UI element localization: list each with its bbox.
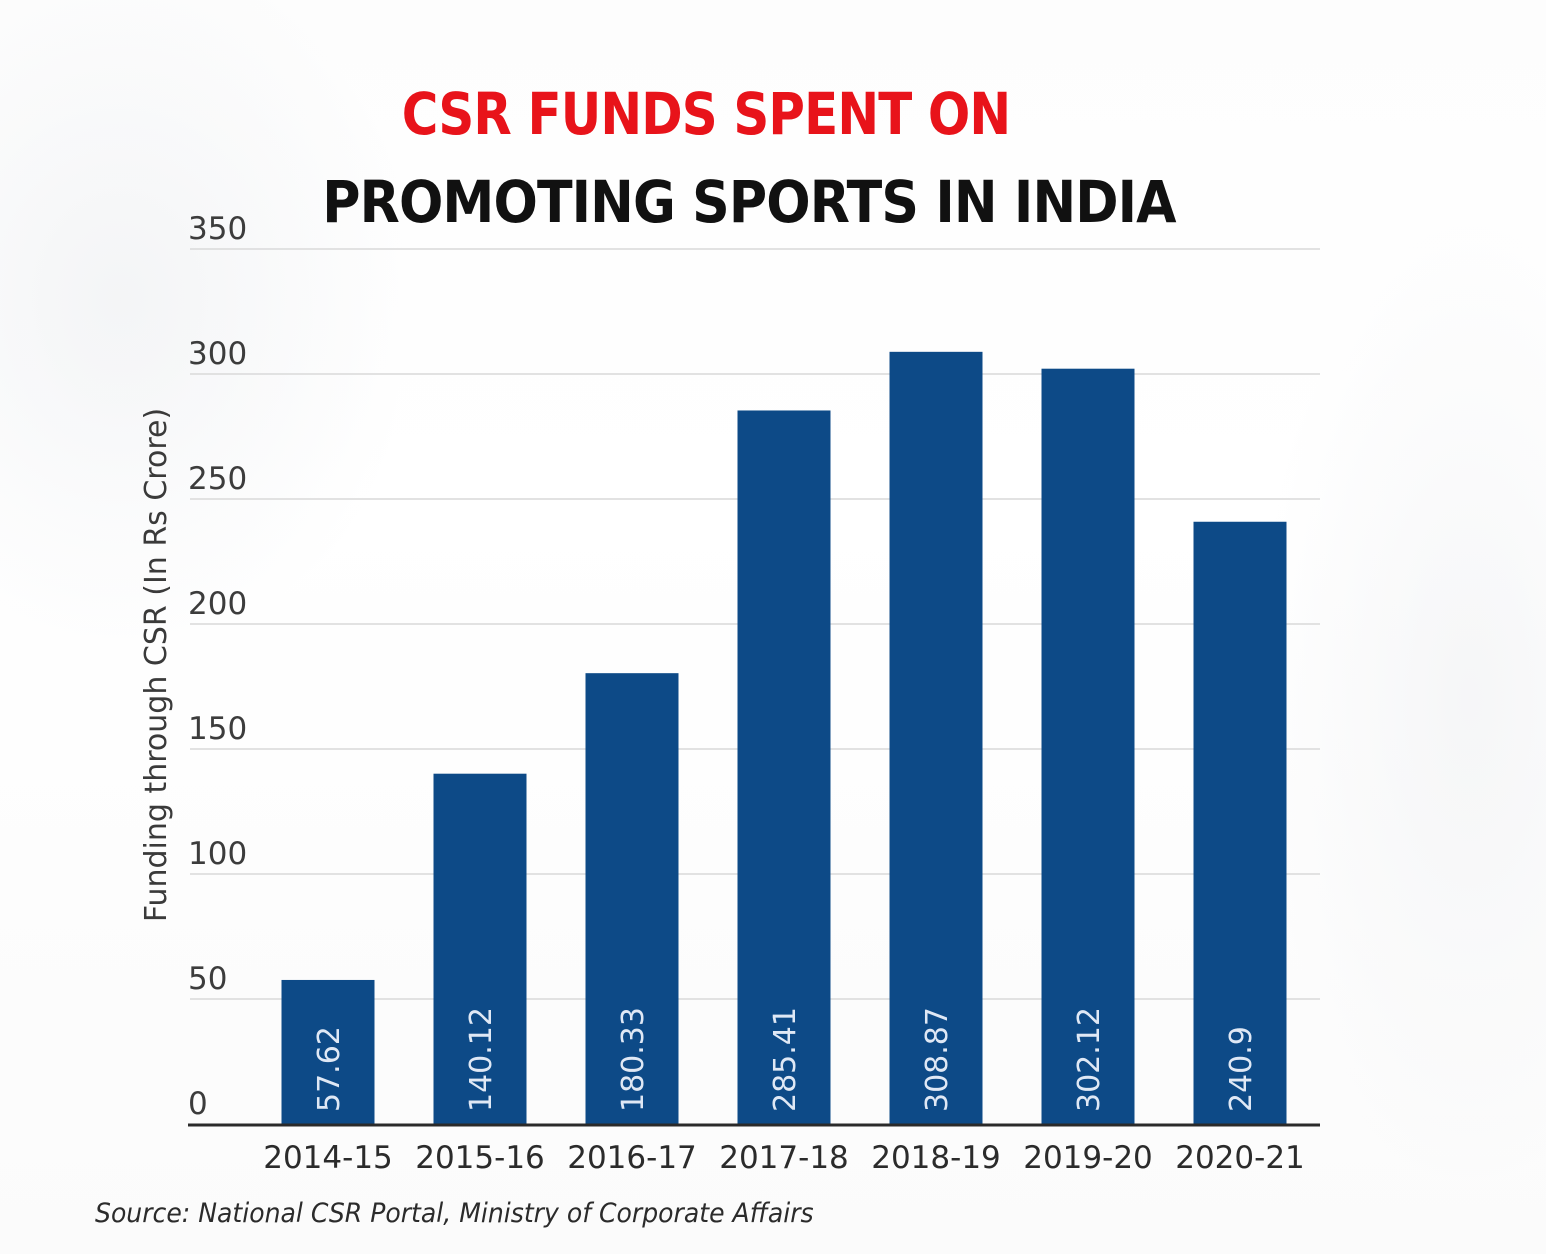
x-tick-label: 2018-19	[871, 1140, 1001, 1176]
y-tick-label: 100	[188, 836, 247, 872]
bar-value-label: 57.62	[312, 1026, 347, 1112]
y-tick-label: 300	[188, 336, 247, 372]
bar-value-labels: 57.62 140.12 180.33 285.41 308.87 302.12 240.9	[312, 1007, 1259, 1112]
bar	[281, 979, 375, 1124]
x-tick-label: 2015-16	[415, 1140, 545, 1176]
bar	[889, 351, 983, 1124]
bar-value-label: 285.41	[768, 1007, 803, 1112]
y-tick-label: 200	[188, 586, 247, 622]
bar-value-label: 140.12	[464, 1007, 499, 1112]
y-tick-label: 250	[188, 461, 247, 497]
chart-title-line-2: PROMOTING SPORTS IN INDIA	[322, 168, 1176, 236]
bar-value-label: 240.9	[1224, 1026, 1259, 1112]
chart-title-line-1: CSR FUNDS SPENT ON	[401, 80, 1011, 148]
y-tick-label: 350	[188, 211, 247, 247]
x-tick-label: 2017-18	[719, 1140, 849, 1176]
x-tick-label: 2016-17	[567, 1140, 697, 1176]
bar	[737, 410, 831, 1125]
y-tick-label: 150	[188, 711, 247, 747]
bars	[281, 351, 1287, 1125]
bar-value-label: 308.87	[920, 1007, 955, 1112]
x-tick-label: 2019-20	[1023, 1140, 1153, 1176]
x-axis-ticks: 2014-15 2015-16 2016-17 2017-18 2018-19 2019-…	[263, 1140, 1305, 1176]
bar-value-label: 302.12	[1072, 1007, 1107, 1112]
bar	[1041, 368, 1135, 1124]
y-tick-label: 50	[188, 961, 227, 997]
bar	[585, 673, 679, 1124]
y-tick-label: 0	[188, 1086, 208, 1122]
y-axis-ticks: 0 50 100 150 200 250 300 350	[188, 211, 247, 1122]
x-tick-label: 2020-21	[1175, 1140, 1305, 1176]
bar	[433, 773, 527, 1124]
source-note: Source: National CSR Portal, Ministry of…	[95, 1198, 814, 1229]
bar	[1193, 521, 1287, 1124]
y-axis-label: Funding through CSR (In Rs Crore)	[139, 408, 174, 922]
x-tick-label: 2014-15	[263, 1140, 393, 1176]
bar-value-label: 180.33	[616, 1007, 651, 1112]
